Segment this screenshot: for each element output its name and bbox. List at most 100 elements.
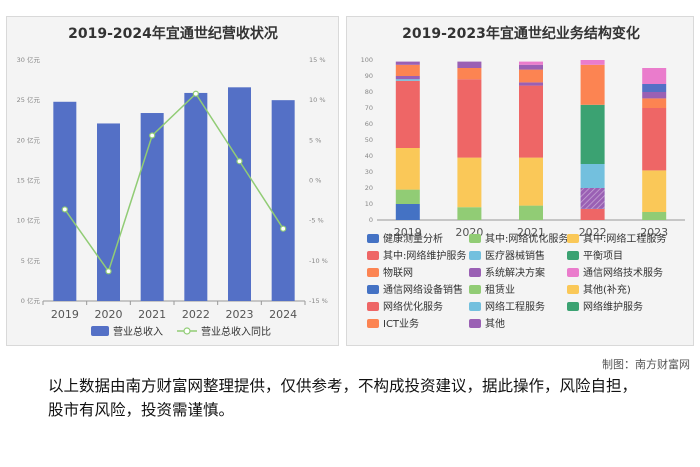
legend-swatch — [567, 302, 579, 311]
x-axis-label: 2022 — [182, 308, 210, 321]
revenue-bar — [97, 123, 120, 301]
stacked-segment — [395, 80, 420, 148]
stacked-segment — [580, 60, 605, 65]
right-axis-tick: -5 % — [309, 217, 324, 225]
legend-label: 其他 — [485, 317, 505, 330]
stacked-segment — [395, 189, 420, 204]
legend-label: 其中:网络维护服务 — [383, 249, 466, 262]
legend-swatch — [567, 268, 579, 277]
x-axis-label: 2021 — [517, 226, 545, 239]
stacked-segment — [457, 61, 482, 68]
legend-swatch — [367, 285, 379, 294]
stacked-segment — [519, 157, 543, 206]
right-axis-tick: -15 % — [309, 297, 328, 305]
legend-label: 网络维护服务 — [583, 300, 643, 313]
legend-yoy-marker — [183, 327, 191, 335]
stacked-segment — [395, 204, 420, 220]
stacked-segment — [642, 108, 667, 171]
right-axis-tick: 10 % — [309, 96, 326, 104]
left-axis-tick: 0 亿元 — [21, 296, 41, 305]
x-axis-label: 2020 — [95, 308, 123, 321]
legend-swatch — [367, 302, 379, 311]
stacked-segment — [395, 64, 420, 76]
stacked-segment — [519, 205, 543, 220]
yoy-growth-point — [192, 90, 199, 97]
right-axis-tick: 0 % — [309, 177, 321, 185]
stacked-segment — [395, 76, 420, 80]
stacked-segment — [580, 64, 605, 105]
left-axis-tick: 5 亿元 — [21, 256, 41, 265]
legend-swatch — [469, 234, 481, 243]
stacked-segment — [457, 207, 482, 220]
business-structure-chart-title: 2019-2023年宜通世纪业务结构变化 — [402, 25, 640, 42]
left-axis-tick: 25 亿元 — [17, 95, 41, 104]
x-axis-label: 2019 — [51, 308, 79, 321]
left-axis-tick: 10 亿元 — [17, 216, 41, 225]
legend-label: 网络优化服务 — [383, 300, 443, 313]
left-axis-tick: 20 亿元 — [17, 135, 41, 144]
x-axis-label: 2022 — [579, 226, 607, 239]
stacked-segment — [457, 157, 482, 208]
stacked-segment — [642, 170, 667, 212]
stacked-segment — [519, 69, 543, 83]
x-axis-label: 2023 — [226, 308, 254, 321]
right-axis-tick: -10 % — [309, 257, 328, 265]
yoy-growth-point — [61, 206, 68, 213]
legend-label: 通信网络设备销售 — [383, 283, 463, 296]
legend-swatch — [469, 319, 481, 328]
y-axis-tick: 20 — [365, 184, 373, 192]
x-axis-label: 2024 — [269, 308, 297, 321]
legend-label: 健康测量分析 — [383, 232, 443, 245]
legend-swatch — [567, 234, 579, 243]
legend-label: 其他(补充) — [583, 283, 631, 296]
revenue-chart: 2019-2024年宜通世纪营收状况 0 亿元 5 亿元 10 亿元 15 亿元 20 … — [17, 25, 328, 338]
yoy-growth-point — [280, 225, 287, 232]
legend-swatch — [367, 234, 379, 243]
x-axis-label: 2023 — [640, 226, 668, 239]
legend-swatch — [469, 302, 481, 311]
revenue-bar — [53, 101, 77, 301]
legend-swatch — [367, 251, 379, 260]
legend-swatch — [367, 268, 379, 277]
stacked-segment — [580, 208, 605, 220]
yoy-growth-point — [236, 158, 243, 165]
stacked-segment — [642, 98, 667, 108]
y-axis-tick: 40 — [365, 152, 373, 160]
revenue-bar — [271, 100, 295, 302]
legend-label: 通信网络技术服务 — [583, 266, 663, 279]
y-axis-tick: 30 — [365, 168, 373, 176]
right-axis-tick: 15 % — [309, 56, 326, 64]
revenue-chart-title: 2019-2024年宜通世纪营收状况 — [68, 25, 278, 42]
business-structure-chart: 2019-2023年宜通世纪业务结构变化 0 10 20 30 40 50 60 70 80 90… — [361, 25, 685, 330]
y-axis-tick: 0 — [369, 216, 373, 224]
revenue-chart-panel: 2019-2024年宜通世纪营收状况 0 亿元 5 亿元 10 亿元 15 亿元 20 … — [6, 16, 339, 346]
y-axis-tick: 50 — [365, 136, 373, 144]
yoy-growth-point — [105, 268, 112, 275]
hatch-overlay — [580, 188, 605, 209]
y-axis-tick: 90 — [365, 72, 373, 80]
stacked-segment — [519, 64, 543, 70]
stacked-segment — [519, 85, 543, 158]
revenue-bar — [184, 92, 208, 301]
stacked-segment — [457, 79, 482, 158]
legend-swatch — [469, 251, 481, 260]
x-axis-label: 2021 — [138, 308, 166, 321]
legend-label: 网络工程服务 — [485, 300, 545, 313]
legend-label: ICT业务 — [383, 317, 419, 330]
legend-swatch — [469, 285, 481, 294]
business-structure-chart-panel: 2019-2023年宜通世纪业务结构变化 0 10 20 30 40 50 60 70 80 90… — [346, 16, 694, 346]
legend-revenue-swatch — [91, 326, 109, 336]
legend-revenue-label: 营业总收入 — [113, 325, 163, 338]
revenue-bar — [140, 113, 164, 302]
legend-label: 其中:网络优化服务 — [485, 232, 568, 245]
y-axis-tick: 60 — [365, 120, 373, 128]
y-axis-tick: 100 — [361, 56, 373, 64]
right-axis-tick: 5 % — [309, 136, 321, 144]
chart-credit: 制图：南方财富网 — [602, 358, 690, 371]
legend-swatch — [367, 319, 379, 328]
stacked-segment — [457, 68, 482, 80]
legend-label: 系统解决方案 — [485, 266, 545, 279]
legend-swatch — [469, 268, 481, 277]
stacked-segment — [642, 84, 667, 92]
stacked-segment — [642, 68, 667, 84]
